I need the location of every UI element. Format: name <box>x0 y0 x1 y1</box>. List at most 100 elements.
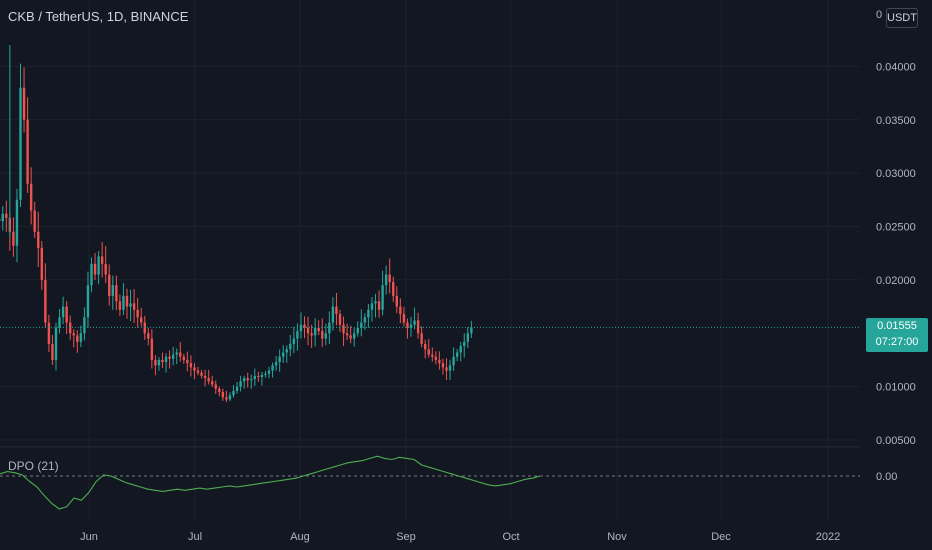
last-price-tag: 0.01555 07:27:00 <box>866 318 928 352</box>
candle-body <box>72 333 75 336</box>
candle-body <box>239 381 242 387</box>
candle-body <box>93 263 97 275</box>
candle-body <box>427 349 430 355</box>
candle-body <box>253 375 256 380</box>
candle-body <box>143 322 146 334</box>
candle-body <box>338 314 342 325</box>
candle-body <box>324 333 327 339</box>
candle-body <box>409 324 413 328</box>
candle-body <box>299 324 303 332</box>
candle-body <box>79 333 83 342</box>
chart-title: CKB / TetherUS, 1D, BINANCE <box>8 9 189 24</box>
candle-body <box>33 210 36 232</box>
candle-body <box>129 303 132 307</box>
candle-body <box>367 309 370 318</box>
candle-body <box>203 375 207 379</box>
time-tick-label: Nov <box>607 531 627 543</box>
candle-body <box>232 390 235 396</box>
candle-body <box>225 397 228 400</box>
time-tick-label: Sep <box>396 531 416 543</box>
candle-body <box>370 303 374 310</box>
candle-body <box>289 343 292 350</box>
candle-body <box>377 301 381 310</box>
candle-body <box>317 327 320 332</box>
candle-body <box>360 322 363 328</box>
candle-body <box>342 324 345 334</box>
candle-body <box>125 295 129 307</box>
candle-body <box>51 343 54 360</box>
dpo-line <box>0 455 541 510</box>
candle-body <box>413 320 416 325</box>
candle-body <box>118 301 122 310</box>
candle-body <box>424 343 427 350</box>
candle-body <box>136 309 139 318</box>
candle-body <box>5 213 8 218</box>
candle-body <box>76 335 79 342</box>
candle-body <box>186 359 189 364</box>
candle-body <box>381 285 384 310</box>
candle-body <box>228 395 232 400</box>
candle-body <box>111 285 114 296</box>
candle-body <box>470 327 473 334</box>
candle-body <box>441 363 445 368</box>
candle-body <box>157 359 161 366</box>
candle-body <box>374 301 377 304</box>
candle-body <box>108 274 111 296</box>
candle-body <box>44 279 47 323</box>
candle-body <box>211 381 214 385</box>
time-tick-label: Jun <box>80 531 98 543</box>
candle-body <box>285 349 288 353</box>
candle-body <box>345 333 349 336</box>
chart-grid <box>0 0 860 520</box>
candle-body <box>267 370 271 374</box>
candle-body <box>392 282 395 296</box>
candle-body <box>90 263 93 286</box>
candle-body <box>335 306 338 315</box>
candle-body <box>282 352 285 357</box>
candle-body <box>420 333 423 344</box>
currency-button[interactable]: USDT <box>886 8 918 28</box>
candle-body <box>399 306 402 315</box>
candle-body <box>61 306 65 318</box>
candle-body <box>100 256 104 264</box>
candle-body <box>200 372 203 376</box>
dpo-series: 0.00 <box>0 455 897 510</box>
candle-body <box>218 388 221 392</box>
candle-body <box>37 231 40 248</box>
candle-body <box>161 359 164 363</box>
candle-body <box>296 331 299 339</box>
price-axis: 0.04000 0.03500 0.03000 0.02500 0.02000 0.010… <box>876 9 916 447</box>
candle-body <box>278 356 281 363</box>
time-tick-label: Jul <box>188 531 202 543</box>
candle-body <box>402 314 406 323</box>
candle-body <box>19 87 22 200</box>
dpo-label[interactable]: DPO (21) <box>8 459 59 473</box>
candle-body <box>445 367 448 371</box>
candle-body <box>97 256 100 275</box>
candle-body <box>58 317 61 328</box>
candle-body <box>235 386 239 391</box>
candle-body <box>384 274 388 286</box>
candle-body <box>260 374 264 378</box>
candle-body <box>196 370 200 373</box>
candle-body <box>104 263 107 275</box>
candle-body <box>86 285 90 318</box>
candle-body <box>395 295 398 307</box>
candle-body <box>221 391 225 398</box>
time-tick-label: Aug <box>290 531 310 543</box>
candle-body <box>306 327 310 334</box>
price-tick-label: 0.02000 <box>876 275 916 287</box>
candle-body <box>171 354 175 359</box>
candle-body <box>15 199 19 246</box>
candle-body <box>12 231 15 246</box>
time-axis: Jun Jul Aug Sep Oct Nov Dec 2022 <box>80 531 840 543</box>
dpo-zero-label: 0.00 <box>876 471 897 483</box>
candle-body <box>26 119 29 184</box>
candle-body <box>246 378 249 381</box>
candle-body <box>182 356 185 360</box>
candle-body <box>466 333 469 342</box>
candle-body <box>40 247 43 280</box>
candle-body <box>438 359 441 364</box>
candle-body <box>292 338 296 344</box>
